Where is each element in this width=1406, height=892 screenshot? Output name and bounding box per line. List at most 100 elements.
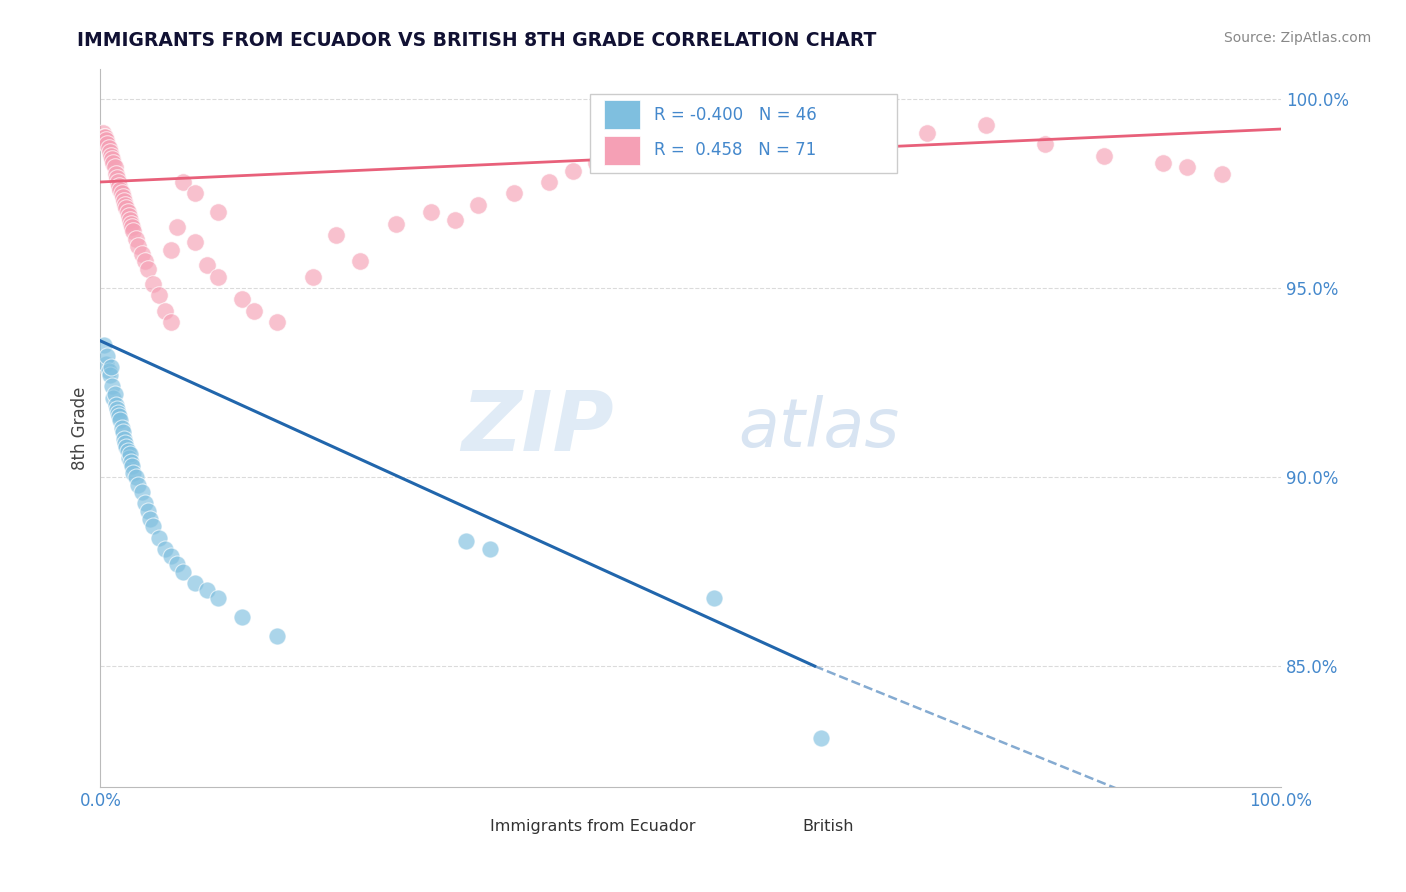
Point	[103, 160, 125, 174]
Point	[125, 232, 148, 246]
Point	[1092, 148, 1115, 162]
Point	[98, 368, 121, 382]
Point	[679, 129, 702, 144]
Point	[122, 224, 145, 238]
Point	[195, 583, 218, 598]
Point	[118, 451, 141, 466]
Point	[96, 133, 118, 147]
Text: Immigrants from Ecuador: Immigrants from Ecuador	[489, 819, 696, 834]
Point	[114, 197, 136, 211]
Point	[172, 175, 194, 189]
Point	[104, 168, 127, 182]
Y-axis label: 8th Grade: 8th Grade	[72, 386, 89, 469]
Point	[302, 269, 325, 284]
Point	[184, 575, 207, 590]
Text: British: British	[803, 819, 855, 834]
Point	[114, 436, 136, 450]
Point	[207, 591, 229, 605]
Point	[121, 220, 143, 235]
Point	[166, 557, 188, 571]
Point	[148, 288, 170, 302]
Point	[131, 485, 153, 500]
Point	[142, 519, 165, 533]
Point	[915, 126, 938, 140]
Point	[585, 156, 607, 170]
Point	[184, 186, 207, 201]
Point	[172, 565, 194, 579]
Point	[110, 413, 132, 427]
Point	[97, 141, 120, 155]
Point	[108, 409, 131, 424]
Point	[136, 262, 159, 277]
Point	[120, 455, 142, 469]
Point	[94, 129, 117, 144]
Point	[184, 235, 207, 250]
Point	[112, 432, 135, 446]
Point	[117, 443, 139, 458]
Point	[266, 629, 288, 643]
FancyBboxPatch shape	[605, 136, 640, 165]
Point	[166, 220, 188, 235]
Point	[120, 217, 142, 231]
Point	[121, 458, 143, 473]
Text: R =  0.458   N = 71: R = 0.458 N = 71	[654, 142, 817, 160]
Point	[384, 217, 406, 231]
Point	[856, 133, 879, 147]
Point	[108, 178, 131, 193]
Point	[104, 398, 127, 412]
Point	[207, 269, 229, 284]
Point	[797, 141, 820, 155]
Point	[91, 126, 114, 140]
Point	[1175, 160, 1198, 174]
Point	[125, 470, 148, 484]
Point	[148, 531, 170, 545]
Point	[107, 175, 129, 189]
Point	[443, 212, 465, 227]
Text: ZIP: ZIP	[461, 387, 614, 468]
Point	[142, 277, 165, 291]
Point	[118, 209, 141, 223]
Point	[98, 145, 121, 159]
FancyBboxPatch shape	[768, 816, 793, 838]
Text: R = -0.400   N = 46: R = -0.400 N = 46	[654, 106, 817, 124]
Point	[974, 118, 997, 132]
Point	[127, 477, 149, 491]
Point	[243, 303, 266, 318]
Point	[537, 175, 560, 189]
Point	[112, 194, 135, 208]
Point	[1152, 156, 1174, 170]
Point	[703, 591, 725, 605]
Point	[810, 731, 832, 745]
Point	[111, 425, 134, 439]
FancyBboxPatch shape	[591, 94, 897, 173]
Point	[96, 349, 118, 363]
Point	[136, 504, 159, 518]
Point	[101, 153, 124, 167]
Point	[478, 541, 501, 556]
Point	[93, 337, 115, 351]
Point	[207, 205, 229, 219]
Point	[561, 163, 583, 178]
Point	[100, 360, 122, 375]
Point	[105, 401, 128, 416]
Point	[738, 148, 761, 162]
FancyBboxPatch shape	[454, 816, 481, 838]
Point	[118, 212, 141, 227]
Text: atlas: atlas	[738, 395, 898, 461]
Point	[620, 145, 643, 159]
Point	[160, 315, 183, 329]
Point	[100, 148, 122, 162]
Point	[467, 197, 489, 211]
Point	[655, 137, 678, 152]
Point	[325, 227, 347, 242]
Point	[103, 156, 125, 170]
Point	[110, 421, 132, 435]
Point	[349, 254, 371, 268]
Point	[456, 534, 478, 549]
Point	[111, 190, 134, 204]
Point	[110, 182, 132, 196]
Point	[127, 239, 149, 253]
Point	[97, 364, 120, 378]
Point	[96, 137, 118, 152]
Point	[160, 243, 183, 257]
